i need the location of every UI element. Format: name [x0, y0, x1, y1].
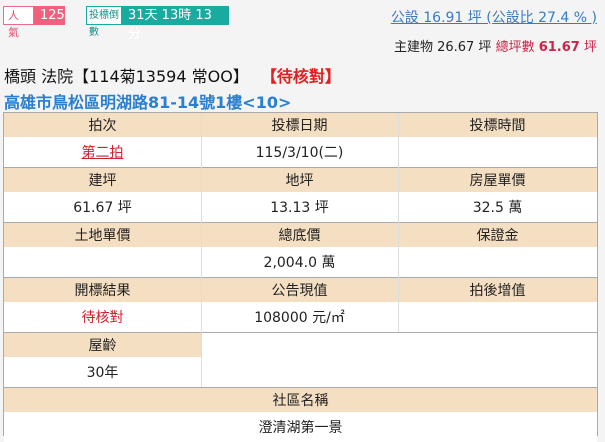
- header-auction-round: 拍次: [4, 113, 201, 137]
- bid-date: 115/3/10(二): [201, 137, 398, 167]
- header-community-name: 社區名稱: [4, 388, 597, 412]
- header-bid-time: 投標時間: [398, 113, 597, 137]
- countdown-label: 投標倒數: [86, 6, 122, 38]
- header-building-area: 建坪: [4, 168, 201, 192]
- post-auction-value: [398, 302, 597, 332]
- land-area: 13.13 坪: [201, 192, 398, 222]
- total-area-label: 總坪數: [495, 40, 535, 55]
- total-area-unit: 坪: [583, 40, 597, 55]
- case-title: 橋頭 法院【114菊13594 常OO】 【待核對】: [4, 63, 341, 87]
- header-announced-value: 公告現值: [201, 278, 398, 302]
- deposit: [398, 247, 597, 277]
- header-post-auction-value: 拍後增值: [398, 278, 597, 302]
- announced-value: 108000 元/㎡: [201, 302, 398, 332]
- unit-price: 32.5 萬: [398, 192, 597, 222]
- auction-result: 待核對: [4, 302, 201, 332]
- address-link[interactable]: 高雄市鳥松區明湖路81-14號1樓<10>: [4, 93, 292, 112]
- header-land-unit-price: 土地單價: [4, 223, 201, 247]
- header-unit-price: 房屋單價: [398, 168, 597, 192]
- auction-info-table: 拍次 投標日期 投標時間 第二拍 115/3/10(二) 建坪 地坪 房屋單價 …: [3, 112, 598, 442]
- reserve-price: 2,004.0 萬: [201, 247, 398, 277]
- public-area-link[interactable]: 公設 16.91 坪 (公設比 27.4 % ): [390, 10, 597, 26]
- header-deposit: 保證金: [398, 223, 597, 247]
- building-age: 30年: [4, 357, 201, 387]
- header-building-age: 屋齡: [4, 333, 201, 357]
- header-result: 開標結果: [4, 278, 201, 302]
- bid-time: [398, 137, 597, 167]
- header-land-area: 地坪: [201, 168, 398, 192]
- status-badge: 【待核對】: [268, 67, 341, 86]
- popularity-badge: 人氣 125: [3, 6, 65, 39]
- countdown-badge: 投標倒數 31天 13時 13分: [86, 6, 229, 42]
- main-building-area: 主建物 26.67 坪: [393, 40, 492, 55]
- countdown-value: 31天 13時 13分: [122, 6, 229, 42]
- popularity-label: 人氣: [3, 6, 34, 39]
- building-area: 61.67 坪: [4, 192, 201, 222]
- community-name: 澄清湖第一景: [4, 412, 597, 442]
- total-area-value: 61.67: [538, 40, 580, 55]
- header-reserve-price: 總底價: [201, 223, 398, 247]
- case-number: 橋頭 法院【114菊13594 常OO】: [4, 67, 249, 86]
- popularity-value: 125: [34, 6, 65, 25]
- header-bid-date: 投標日期: [201, 113, 398, 137]
- auction-round-link[interactable]: 第二拍: [81, 145, 124, 161]
- area-summary: 主建物 26.67 坪 總坪數 61.67 坪: [394, 36, 597, 55]
- land-unit-price: [4, 247, 201, 277]
